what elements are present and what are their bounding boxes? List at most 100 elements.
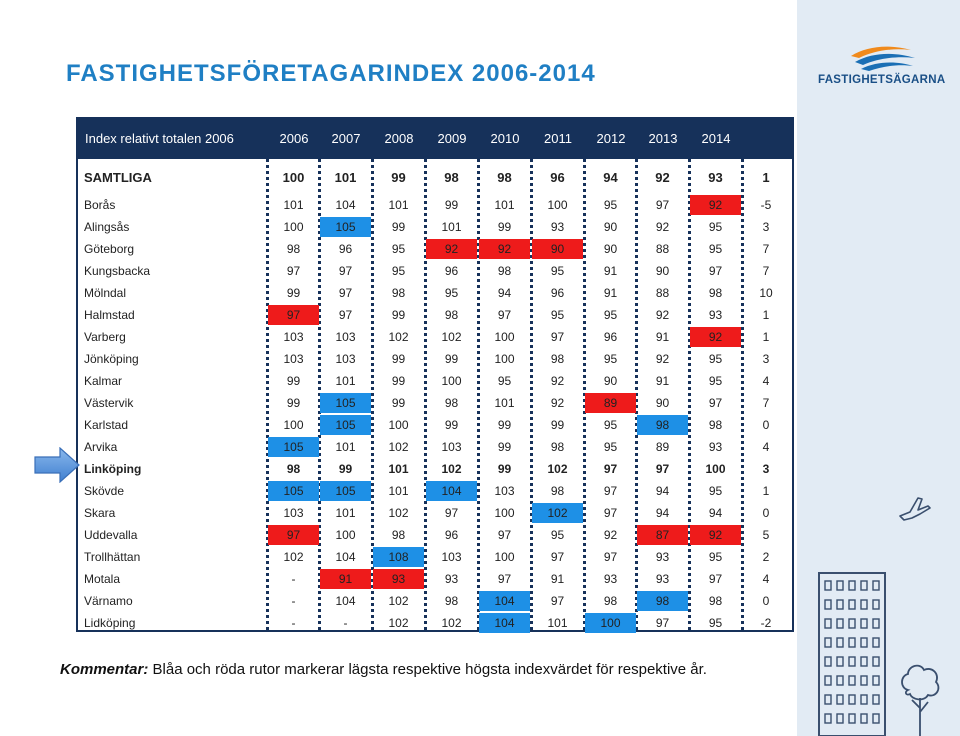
- index-cell: 96: [444, 264, 459, 278]
- index-cell: 101: [283, 198, 304, 212]
- index-cell: 98: [497, 264, 512, 278]
- index-cell: 102: [441, 330, 462, 344]
- index-cell: 101: [388, 484, 409, 498]
- index-cell: 90: [603, 220, 618, 234]
- index-cell: 97: [655, 462, 670, 476]
- column-separator: [371, 159, 374, 630]
- row-name: Alingsås: [84, 220, 130, 234]
- lowest-index-cell: 104: [426, 481, 477, 501]
- index-cell: 99: [497, 440, 512, 454]
- lowest-index-cell: 104: [479, 613, 530, 633]
- table-row: Jönköping 103 103 99 99 100 98 95 92 95 3: [78, 348, 792, 370]
- index-cell: 93: [655, 550, 670, 564]
- index-cell: 97: [708, 572, 723, 586]
- index-cell: 100: [705, 462, 726, 476]
- index-cell: 94: [497, 286, 512, 300]
- index-cell: 97: [497, 308, 512, 322]
- row-name: Motala: [84, 572, 121, 586]
- index-cell: 88: [655, 286, 670, 300]
- change-cell: 1: [762, 308, 770, 322]
- index-cell: 99: [550, 418, 565, 432]
- column-separator: [583, 159, 586, 630]
- index-cell: 96: [603, 330, 618, 344]
- index-cell: 99: [338, 462, 353, 476]
- index-cell: 97: [286, 264, 301, 278]
- index-cell: 98: [550, 484, 565, 498]
- index-cell: 101: [335, 506, 356, 520]
- lowest-index-cell: 105: [268, 437, 319, 457]
- index-cell: 101: [388, 198, 409, 212]
- index-cell: 101: [335, 440, 356, 454]
- lowest-index-cell: 105: [320, 217, 371, 237]
- highest-index-cell: 92: [690, 195, 741, 215]
- highest-index-cell: 97: [268, 525, 319, 545]
- change-cell: 7: [762, 396, 770, 410]
- row-name: Mölndal: [84, 286, 127, 300]
- column-separator: [424, 159, 427, 630]
- table-row: Varberg 103 103 102 102 100 97 96 91 92 1: [78, 326, 792, 348]
- highest-index-cell: 87: [637, 525, 688, 545]
- row-name: Halmstad: [84, 308, 135, 322]
- index-cell: 98: [444, 170, 459, 185]
- index-cell: 101: [494, 396, 515, 410]
- change-cell: 3: [762, 462, 770, 476]
- index-cell: 89: [655, 440, 670, 454]
- change-cell: 0: [762, 594, 770, 608]
- index-cell: 97: [708, 396, 723, 410]
- index-cell: 101: [547, 616, 568, 630]
- table-row: SAMTLIGA 100 101 99 98 98 96 94 92 93 1: [78, 167, 792, 189]
- index-cell: 97: [338, 286, 353, 300]
- index-cell: 90: [603, 374, 618, 388]
- index-cell: -: [291, 572, 296, 586]
- index-cell: 91: [655, 374, 670, 388]
- index-cell: 100: [494, 506, 515, 520]
- row-name: Borås: [84, 198, 116, 212]
- lowest-index-cell: 102: [532, 503, 583, 523]
- index-cell: 92: [655, 220, 670, 234]
- table-row: Kalmar 99 101 99 100 95 92 90 91 95 4: [78, 370, 792, 392]
- index-cell: 102: [388, 330, 409, 344]
- row-name: Värnamo: [84, 594, 133, 608]
- column-separator: [741, 159, 744, 630]
- row-name: Göteborg: [84, 242, 135, 256]
- index-cell: 102: [388, 440, 409, 454]
- index-cell: 97: [603, 462, 618, 476]
- index-cell: -: [343, 616, 348, 630]
- index-cell: 95: [497, 374, 512, 388]
- index-cell: 95: [708, 352, 723, 366]
- index-cell: 90: [655, 396, 670, 410]
- index-cell: 94: [655, 484, 670, 498]
- lowest-index-cell: 105: [320, 481, 371, 501]
- change-cell: 0: [762, 506, 770, 520]
- index-cell: 95: [550, 528, 565, 542]
- index-cell: 103: [283, 352, 304, 366]
- index-cell: 93: [655, 572, 670, 586]
- index-cell: 90: [603, 242, 618, 256]
- index-cell: 95: [708, 484, 723, 498]
- index-cell: 95: [603, 198, 618, 212]
- change-cell: -2: [760, 616, 772, 630]
- index-cell: 97: [497, 572, 512, 586]
- highest-index-cell: 92: [690, 525, 741, 545]
- index-cell: 88: [655, 242, 670, 256]
- index-cell: 93: [444, 572, 459, 586]
- index-cell: 99: [391, 308, 406, 322]
- table-row: Karlstad 100 105 100 99 99 99 95 98 98 0: [78, 414, 792, 436]
- index-cell: 97: [603, 484, 618, 498]
- table-header: Index relativt totalen 2006 2006 2007 20…: [78, 119, 792, 159]
- highest-index-cell: 90: [532, 239, 583, 259]
- index-cell: 95: [550, 264, 565, 278]
- index-cell: 96: [550, 286, 565, 300]
- year-header: 2013: [648, 131, 678, 146]
- header-label: Index relativt totalen 2006: [85, 131, 234, 146]
- lowest-index-cell: 98: [637, 415, 688, 435]
- row-name: Kalmar: [84, 374, 123, 388]
- index-cell: 98: [286, 242, 301, 256]
- index-cell: 98: [708, 286, 723, 300]
- index-cell: 99: [391, 352, 406, 366]
- index-cell: 95: [391, 242, 406, 256]
- index-cell: -: [291, 594, 296, 608]
- index-cell: 96: [444, 528, 459, 542]
- index-cell: 102: [547, 462, 568, 476]
- index-cell: 100: [388, 418, 409, 432]
